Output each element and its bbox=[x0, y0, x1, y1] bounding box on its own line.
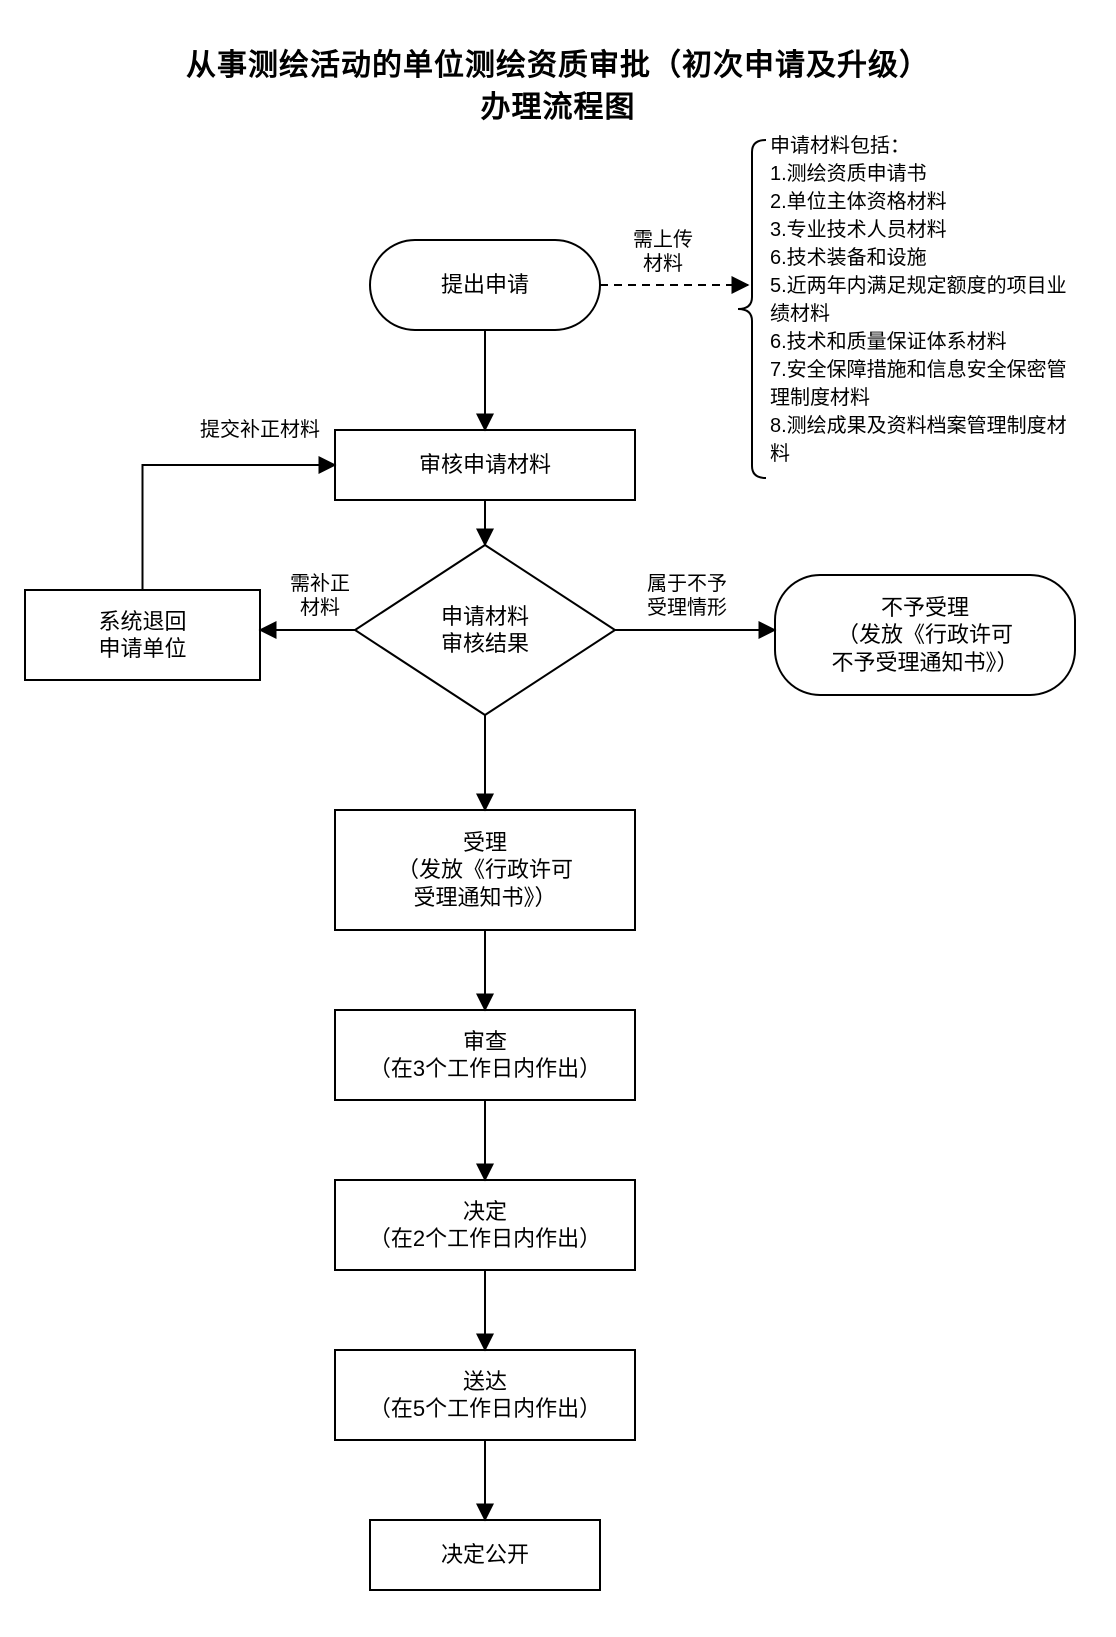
edge-label: 属于不予 受理情形 bbox=[622, 572, 752, 620]
materials-annotation: 申请材料包括： 1.测绘资质申请书 2.单位主体资格材料 3.专业技术人员材料 … bbox=[770, 132, 1080, 468]
node-label: 审核申请材料 bbox=[335, 430, 635, 500]
edge-label: 需补正 材料 bbox=[265, 572, 375, 620]
node-label: 审查 （在3个工作日内作出） bbox=[335, 1010, 635, 1100]
edge-label: 需上传 材料 bbox=[608, 228, 718, 276]
node-label: 申请材料 审核结果 bbox=[355, 545, 615, 715]
edge-label: 提交补正材料 bbox=[160, 418, 360, 442]
flowchart-canvas: 从事测绘活动的单位测绘资质审批（初次申请及升级） 办理流程图 提出申请审核申请材… bbox=[0, 0, 1116, 1637]
node-label: 送达 （在5个工作日内作出） bbox=[335, 1350, 635, 1440]
node-label: 受理 （发放《行政许可 受理通知书》） bbox=[335, 810, 635, 930]
node-label: 不予受理 （发放《行政许可 不予受理通知书》） bbox=[775, 575, 1075, 695]
node-label: 系统退回 申请单位 bbox=[25, 590, 260, 680]
node-label: 决定公开 bbox=[370, 1520, 600, 1590]
node-label: 决定 （在2个工作日内作出） bbox=[335, 1180, 635, 1270]
node-label: 提出申请 bbox=[370, 240, 600, 330]
